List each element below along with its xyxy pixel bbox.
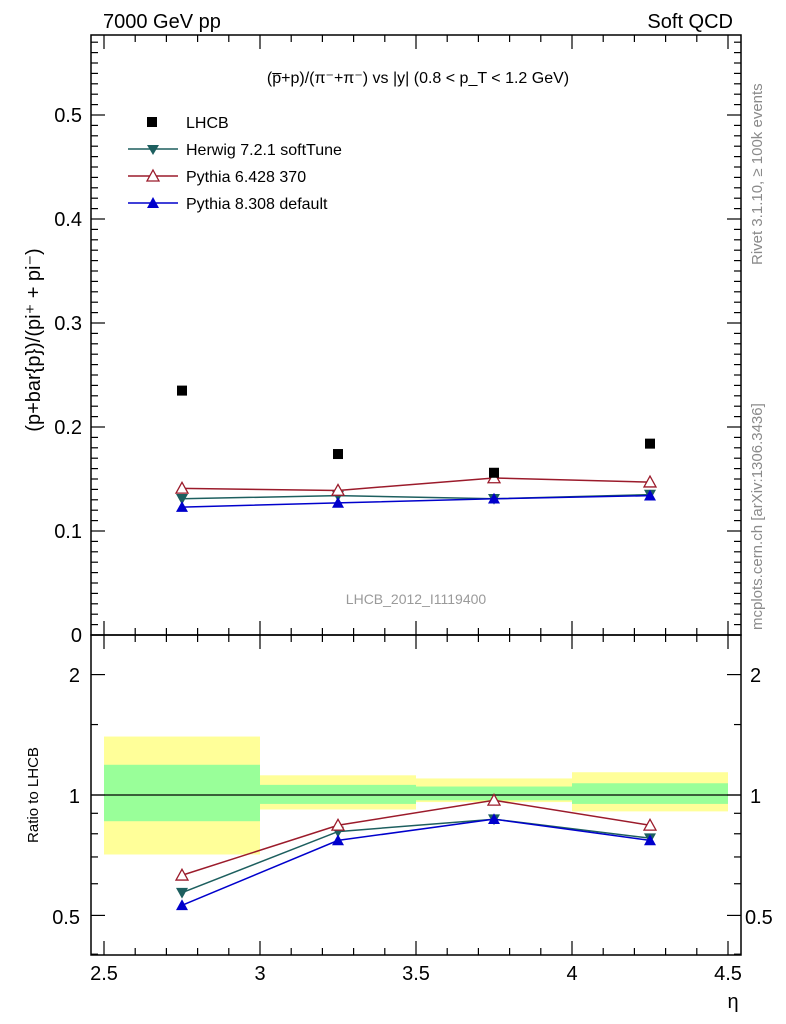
header-left-title: 7000 GeV pp: [103, 11, 221, 33]
xtick-3: 3: [254, 963, 265, 985]
ratio-ytick-1: 1: [69, 786, 80, 808]
ratio-ytick-right-0.5: 0.5: [745, 907, 773, 929]
mcplots-text: mcplots.cern.ch [arXiv:1306.3436]: [749, 403, 766, 630]
stat-uncertainty-band-1: [260, 784, 416, 804]
main-ytick-0.3: 0.3: [54, 313, 82, 335]
main-point-lhcb-0: [177, 385, 187, 396]
x-axis-label: η: [727, 991, 738, 1013]
plot-title: (p̅+p)/(π⁻+π⁻) vs |y| (0.8 < p_T < 1.2 G…: [267, 70, 569, 87]
main-point-lhcb-1: [333, 449, 343, 460]
xtick-3.5: 3.5: [402, 963, 430, 985]
ratio-line-pythia-6-428-370: [181, 799, 651, 876]
ratio-ytick-right-1: 1: [750, 786, 761, 808]
legend-label-pythia6: Pythia 6.428 370: [186, 169, 306, 186]
main-ytick-0.5: 0.5: [54, 105, 82, 127]
main-point-herwig-7-2-1-softtune-0: [176, 493, 188, 505]
ratio-point-pythia-8-308-default-1: [332, 834, 344, 846]
ratio-line-herwig-7-2-1-softtune: [181, 818, 651, 894]
rivet-version-text: Rivet 3.1.10, ≥ 100k events: [749, 83, 766, 265]
ratio-point-pythia-6-428-370-2: [486, 792, 502, 806]
main-point-pythia-6-428-370-3: [642, 474, 658, 488]
main-ytick-0.4: 0.4: [54, 209, 82, 231]
main-ylabel: (p+bar{p})/(pi⁺ + pi⁻): [23, 248, 45, 431]
ratio-ytick-right-2: 2: [750, 665, 761, 687]
main-point-pythia-6-428-370-1: [330, 483, 346, 496]
main-point-pythia-8-308-default-3: [644, 489, 656, 501]
legend-marker-lhcb: [147, 117, 157, 127]
main-point-lhcb-2: [489, 467, 499, 478]
ratio-ytick-2: 2: [69, 665, 80, 687]
ratio-point-pythia-8-308-default-2: [488, 813, 500, 824]
main-ytick-0.1: 0.1: [54, 521, 82, 543]
main-point-pythia-6-428-370-0: [174, 481, 190, 494]
header-right-title: Soft QCD: [647, 11, 733, 33]
analysis-id: LHCB_2012_I1119400: [346, 591, 487, 607]
main-panel: [90, 34, 742, 636]
xtick-2.5: 2.5: [90, 963, 118, 985]
ratio-ylabel: Ratio to LHCB: [25, 747, 42, 843]
main-point-lhcb-3: [645, 438, 655, 449]
ratio-point-herwig-7-2-1-softtune-0: [176, 887, 188, 899]
main-ytick-0: 0: [71, 625, 82, 647]
legend-label-herwig: Herwig 7.2.1 softTune: [186, 142, 342, 159]
main-axis-ticks: [91, 35, 741, 636]
ratio-point-pythia-8-308-default-3: [644, 834, 656, 846]
ratio-line-pythia-8-308-default: [181, 818, 651, 906]
legend: LHCB Herwig 7.2.1 softTune Pythia 6.428 …: [128, 115, 342, 213]
ratio-ytick-0.5: 0.5: [52, 907, 80, 929]
main-point-pythia-8-308-default-2: [488, 492, 500, 504]
ratio-point-pythia-8-308-default-0: [176, 899, 188, 911]
main-point-pythia-8-308-default-1: [332, 496, 344, 508]
ratio-axis-ticks: [91, 635, 741, 955]
ratio-point-pythia-6-428-370-1: [330, 817, 346, 831]
legend-label-pythia8: Pythia 8.308 default: [186, 196, 328, 213]
legend-marker-herwig: [147, 145, 159, 155]
xtick-4.5: 4.5: [714, 963, 742, 985]
stat-uncertainty-band-3: [572, 783, 728, 804]
stat-uncertainty-band-0: [104, 764, 260, 822]
main-line-pythia-6-428-370: [181, 477, 651, 492]
legend-marker-pythia8: [147, 197, 159, 208]
ratio-point-pythia-6-428-370-3: [642, 817, 658, 831]
ratio-frame: [90, 634, 742, 956]
main-ytick-0.2: 0.2: [54, 417, 82, 439]
xtick-4: 4: [566, 963, 577, 985]
main-line-pythia-8-308-default: [181, 494, 651, 508]
ratio-point-pythia-6-428-370-0: [174, 867, 190, 881]
ratio-panel: [90, 634, 742, 956]
legend-label-lhcb: LHCB: [186, 115, 229, 132]
main-point-pythia-8-308-default-0: [176, 501, 188, 512]
legend-marker-pythia6: [145, 168, 161, 182]
